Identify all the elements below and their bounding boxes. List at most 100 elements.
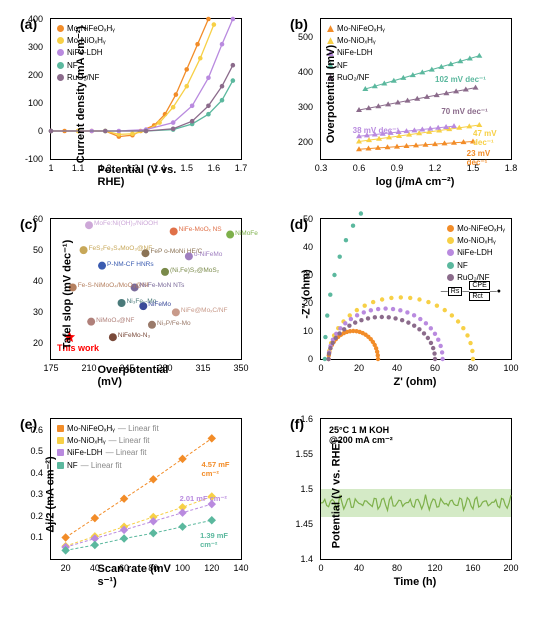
ytick: 50 [33, 245, 43, 255]
xtick: 80 [392, 563, 402, 573]
ylabel: Δj/2 (mA cm⁻²) [44, 456, 57, 532]
legend: Mo-NiFeOₓHᵧMo-NiOₓHᵧNiFe-LDHNFRuO₂/NF [447, 223, 505, 284]
tafel-ann: 47 mV dec⁻¹ [473, 129, 511, 147]
ytick: 300 [298, 102, 313, 112]
panel-tag: (f) [290, 416, 304, 432]
cdl-ann: 2.01 mF cm⁻² [180, 494, 227, 503]
ref-label: NiFe-MoOₓ NS [179, 226, 222, 233]
xlabel: Time (h) [394, 576, 437, 588]
legend: Mo-NiFeOₓHᵧ — Linear fitMo-NiOₓHᵧ — Line… [57, 423, 159, 472]
xtick: 0.3 [315, 163, 328, 173]
ref-label: P-NM-CF HNRs [107, 261, 154, 268]
ytick: 0.3 [30, 489, 43, 499]
ylabel: Potential (V vs. RHE) [330, 440, 342, 549]
cdl-ann: 1.39 mF cm⁻² [200, 531, 241, 549]
panel-tag: (e) [20, 416, 37, 432]
ylabel: -Z'' (ohm) [301, 269, 313, 318]
ytick: 40 [33, 276, 43, 286]
ylabel: Tafel slop (mV dec⁻¹) [60, 240, 73, 350]
tafel-ann: 23 mV dec⁻¹ [467, 149, 511, 167]
plot-d: 02040608010001020304050Mo-NiFeOₓHᵧMo-NiO… [320, 218, 512, 360]
ytick: 1.4 [300, 554, 313, 564]
tafel-ann: 70 mV dec⁻¹ [441, 107, 487, 116]
xtick: 60 [430, 363, 440, 373]
ref-label: MoFe:Ni(OH)₂/NiOOH [94, 220, 158, 227]
ref-label: Ni-Fe-MoN NTs [140, 282, 185, 289]
ref-label: NiMoO₄@NF [96, 317, 134, 324]
ytick: 0.2 [30, 511, 43, 521]
ref-label: NiMoFe [235, 230, 258, 237]
ytick: 1.55 [295, 449, 313, 459]
ytick: 0.5 [30, 446, 43, 456]
ytick: 300 [28, 42, 43, 52]
ytick: 400 [298, 67, 313, 77]
xtick: 40 [354, 563, 364, 573]
ref-label: (Ni,Fe)S₂@MoS₂ [170, 267, 219, 274]
xtick: 140 [233, 563, 248, 573]
xtick: 350 [233, 363, 248, 373]
ytick: 10 [303, 326, 313, 336]
plot-e: 204060801001201400.10.20.30.40.50.64.57 … [50, 418, 242, 560]
xlabel: Overpotential (mV) [98, 364, 193, 388]
ref-label: FeS₂Fe₃S₄MoO₃@NF [89, 245, 153, 252]
plot-b: 0.30.60.91.21.51.820030040050023 mV dec⁻… [320, 18, 512, 160]
ytick: 500 [298, 32, 313, 42]
xtick: 0.6 [353, 163, 366, 173]
xtick: 175 [43, 363, 58, 373]
xlabel: Scan rate (mV s⁻¹) [98, 563, 193, 588]
xtick: 120 [427, 563, 442, 573]
xtick: 80 [468, 363, 478, 373]
xtick: 20 [61, 563, 71, 573]
xtick: 1.2 [429, 163, 442, 173]
xtick: 120 [204, 563, 219, 573]
xtick: 1 [48, 163, 53, 173]
ref-label: NiFe@MoₓC/NF [181, 307, 228, 314]
panel-tag: (b) [290, 16, 308, 32]
ytick: 30 [33, 307, 43, 317]
panel-f: 040801201602001.41.451.51.551.625°C 1 M … [320, 418, 510, 558]
xtick: 1.6 [208, 163, 221, 173]
panel-a: 11.11.21.31.41.51.61.7-1000100200300400M… [50, 18, 240, 158]
xtick: 0.9 [391, 163, 404, 173]
xtick: 160 [465, 563, 480, 573]
ytick: -100 [25, 154, 43, 164]
ytick: 1.45 [295, 519, 313, 529]
xtick: 1.7 [235, 163, 248, 173]
xtick: 1.1 [72, 163, 85, 173]
ref-label: NiFeMo-N₃ [118, 332, 150, 339]
panel-b: 0.30.60.91.21.51.820030040050023 mV dec⁻… [320, 18, 510, 158]
xtick: 200 [503, 563, 518, 573]
ytick: 1.5 [300, 484, 313, 494]
plot-c: 1752102452803153502030405060This workMoF… [50, 218, 242, 360]
xlabel: Z' (ohm) [394, 376, 437, 388]
xtick: 315 [195, 363, 210, 373]
panel-tag: (c) [20, 216, 37, 232]
circuit-inset: —Rs—CPERct—● [441, 281, 501, 301]
tafel-ann: 38 mV dec⁻¹ [353, 126, 399, 135]
ytick: 200 [298, 137, 313, 147]
cdl-ann: 4.57 mF cm⁻² [202, 460, 241, 478]
xtick: 0 [318, 363, 323, 373]
ref-label: Ni₃P/Fe-Mo [157, 320, 191, 327]
ytick: 0.1 [30, 532, 43, 542]
ytick: 20 [33, 338, 43, 348]
panel-d: 02040608010001020304050Mo-NiFeOₓHᵧMo-NiO… [320, 218, 510, 358]
xlabel: log (j/mA cm⁻²) [376, 175, 455, 188]
panel-tag: (a) [20, 16, 37, 32]
ytick: 200 [28, 70, 43, 80]
ytick: 100 [28, 98, 43, 108]
xtick: 0 [318, 563, 323, 573]
xtick: 40 [392, 363, 402, 373]
xlabel: Potential (V vs. RHE) [98, 164, 193, 188]
ref-label: o-NiFeMo [194, 251, 223, 258]
ytick: 40 [303, 242, 313, 252]
panel-e: 204060801001201400.10.20.30.40.50.64.57 … [50, 418, 240, 558]
xtick: 20 [354, 363, 364, 373]
ytick: 0 [308, 354, 313, 364]
xtick: 100 [503, 363, 518, 373]
plot-f: 040801201602001.41.451.51.551.625°C 1 M … [320, 418, 512, 560]
ylabel: Current density (mA cm⁻²) [74, 26, 87, 163]
ref-label: NiFeMo [148, 301, 171, 308]
ytick: 0.4 [30, 468, 43, 478]
panel-tag: (d) [290, 216, 308, 232]
